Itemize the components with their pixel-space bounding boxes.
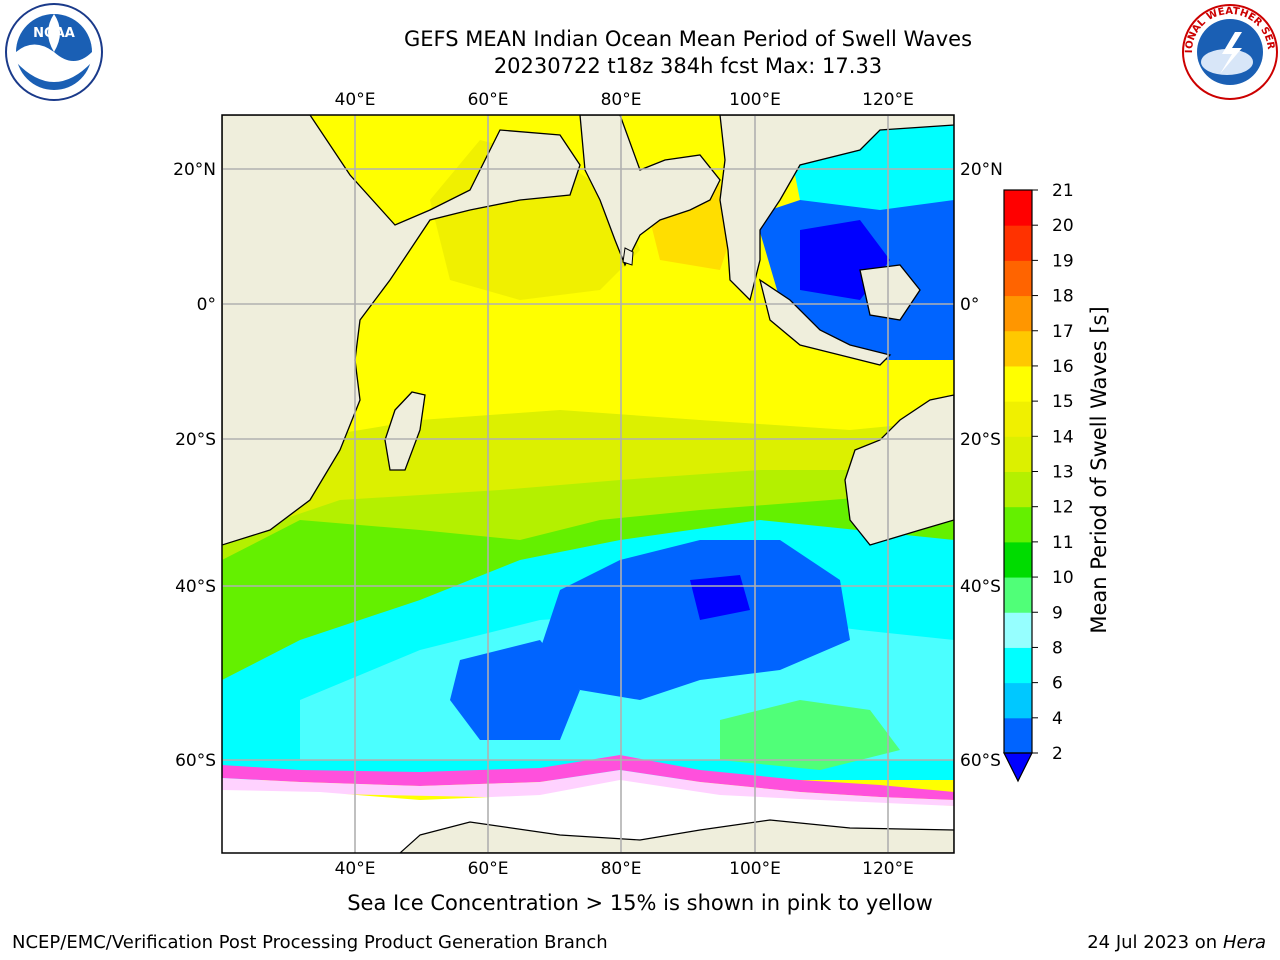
lat-tick-left: 0°: [197, 295, 216, 315]
lon-tick-bottom: 120°E: [862, 859, 914, 879]
colorbar-tick-label: 19: [1052, 251, 1074, 271]
colorbar-tick-label: 14: [1052, 427, 1074, 447]
footer-date-text: 24 Jul 2023 on: [1087, 932, 1223, 953]
lon-tick-bottom: 80°E: [601, 859, 642, 879]
svg-text:NOAA: NOAA: [33, 26, 75, 41]
lat-tick-right: 60°S: [960, 751, 1001, 771]
lon-tick-bottom: 100°E: [729, 859, 781, 879]
footer-date: 24 Jul 2023 on Hera: [1087, 932, 1266, 953]
africa-arabia-land: [222, 115, 581, 546]
australia-land: [844, 394, 954, 546]
colorbar-segment: [1004, 612, 1032, 648]
colorbar-segment: [1004, 330, 1032, 367]
map-gridlines: [222, 115, 954, 853]
colorbar-segment: [1004, 436, 1032, 472]
footer-host: Hera: [1222, 932, 1266, 953]
colorbar-segment: [1004, 365, 1032, 402]
colorbar-tick-label: 2: [1052, 744, 1063, 764]
lat-tick-right: 40°S: [960, 577, 1001, 597]
lon-tick-top: 60°E: [468, 90, 509, 110]
lat-tick-right: 20°S: [960, 430, 1001, 450]
colorbar-tick-label: 9: [1052, 603, 1063, 623]
colorbar-segment: [1004, 506, 1032, 543]
lat-tick-right: 20°N: [960, 160, 1003, 180]
lon-tick-bottom: 60°E: [468, 859, 509, 879]
lat-tick-left: 20°S: [175, 430, 216, 450]
lat-tick-left: 40°S: [175, 577, 216, 597]
lat-tick-left: 20°N: [173, 160, 216, 180]
colorbar-extend-arrow: [1003, 752, 1033, 783]
antarctica-land: [399, 819, 954, 853]
colorbar-tick-label: 12: [1052, 498, 1074, 518]
map-subtitle: 20230722 t18z 384h fcst Max: 17.33: [493, 54, 883, 78]
colorbar-segment: [1004, 471, 1032, 508]
map-title: GEFS MEAN Indian Ocean Mean Period of Sw…: [403, 27, 973, 51]
colorbar-segment: [1004, 682, 1032, 719]
noaa-logo-icon: NOAA: [5, 3, 103, 101]
colorbar-tick-label: 4: [1052, 709, 1063, 729]
madagascar-land: [384, 391, 426, 471]
colorbar-tick-label: 17: [1052, 322, 1074, 342]
colorbar-tick-label: 16: [1052, 357, 1074, 377]
india-land: [579, 115, 721, 267]
sri-lanka-land: [622, 247, 634, 266]
nws-logo-icon: NATIONAL WEATHER SERVICE: [1180, 2, 1278, 100]
colorbar-segment: [1004, 647, 1032, 684]
colorbar: 2 4 6 8 9 10 11 12 13 14 15 16 17 18 19 20 21: [1003, 181, 1074, 783]
colorbar-segment: [1004, 190, 1032, 226]
swell-period-field: [222, 120, 954, 806]
indonesia-land: [758, 278, 892, 366]
lon-tick-top: 100°E: [729, 90, 781, 110]
colorbar-segment: [1004, 225, 1032, 261]
colorbar-tick-label: 15: [1052, 392, 1074, 412]
colorbar-segment: [1004, 717, 1032, 754]
borneo-land: [859, 264, 921, 321]
colorbar-segment: [1004, 260, 1032, 297]
map-frame: [221, 114, 955, 854]
colorbar-tick-label: 6: [1052, 674, 1063, 694]
lon-tick-bottom: 40°E: [335, 859, 376, 879]
lat-tick-left: 60°S: [175, 751, 216, 771]
colorbar-segment: [1004, 401, 1032, 437]
colorbar-tick-label: 10: [1052, 568, 1074, 588]
colorbar-segment: [1004, 295, 1032, 332]
colorbar-tick-label: 13: [1052, 463, 1074, 483]
colorbar-segment: [1004, 577, 1032, 613]
colorbar-tick-label: 21: [1052, 181, 1074, 201]
colorbar-tick-label: 20: [1052, 216, 1074, 236]
colorbar-label: Mean Period of Swell Waves [s]: [1087, 306, 1111, 633]
footer-credit: NCEP/EMC/Verification Post Processing Pr…: [12, 932, 608, 953]
lon-tick-top: 80°E: [601, 90, 642, 110]
southeast-asia-land: [719, 115, 954, 302]
lat-tick-right: 0°: [960, 295, 979, 315]
colorbar-segment: [1004, 541, 1032, 578]
colorbar-tick-label: 11: [1052, 533, 1074, 553]
sea-ice-note: Sea Ice Concentration > 15% is shown in …: [347, 891, 933, 915]
colorbar-tick-label: 18: [1052, 287, 1074, 307]
lon-tick-top: 120°E: [862, 90, 914, 110]
lon-tick-top: 40°E: [335, 90, 376, 110]
colorbar-tick-label: 8: [1052, 638, 1063, 658]
